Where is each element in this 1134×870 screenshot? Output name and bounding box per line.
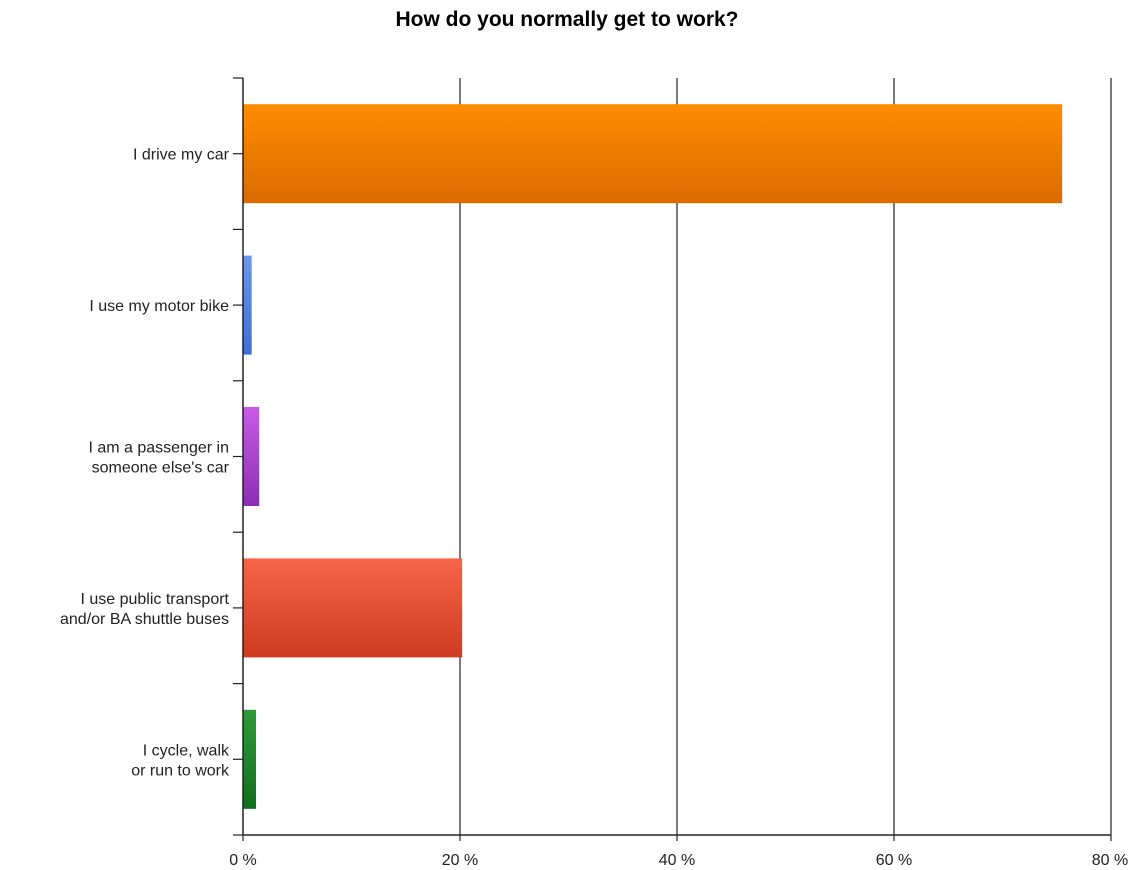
bar: [243, 558, 463, 658]
x-tick-label: 40 %: [659, 852, 695, 869]
x-tick-label: 0 %: [229, 852, 257, 869]
x-tick-label: 20 %: [442, 852, 478, 869]
x-tick-label: 80 %: [1092, 852, 1128, 869]
bar: [243, 709, 257, 809]
bar: [243, 407, 260, 506]
category-label: I use public transport and/or BA shuttle …: [60, 591, 230, 628]
labels: 0 % 20 % 40 % 60 % 80 % I drive my car I use m…: [60, 147, 1128, 869]
category-label: I cycle, walk or run to work: [131, 742, 230, 779]
category-label: I am a passenger in someone else's car: [88, 440, 229, 477]
category-label: I drive my car: [133, 147, 230, 164]
x-tick-label: 60 %: [876, 852, 912, 869]
bar: [243, 255, 252, 355]
axes: [233, 77, 1112, 841]
chart-title: How do you normally get to work?: [395, 8, 739, 31]
bar: [243, 104, 1063, 204]
grid-lines: [459, 78, 1112, 835]
category-label: I use my motor bike: [89, 298, 229, 315]
bars: [243, 104, 1063, 809]
